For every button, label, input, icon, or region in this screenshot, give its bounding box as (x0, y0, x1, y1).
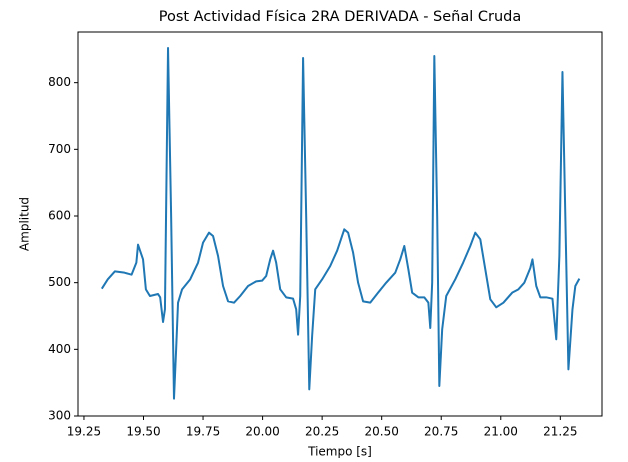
x-tick-label: 20.00 (245, 425, 279, 439)
y-tick-label: 700 (48, 142, 71, 156)
y-tick-label: 500 (48, 275, 71, 289)
x-tick-label: 20.75 (424, 425, 458, 439)
x-tick-label: 19.25 (67, 425, 101, 439)
x-axis-label: Tiempo [s] (307, 445, 372, 459)
x-tick-label: 20.50 (365, 425, 399, 439)
y-axis-label: Amplitud (18, 197, 32, 251)
x-tick-label: 20.25 (305, 425, 339, 439)
line (100, 47, 581, 400)
x-tick-label: 19.75 (186, 425, 220, 439)
y-tick-label: 600 (48, 209, 71, 223)
x-tick-label: 21.00 (484, 425, 518, 439)
plot-frame (77, 31, 603, 417)
x-tick-label: 21.25 (543, 425, 577, 439)
x-tick-label: 19.50 (126, 425, 160, 439)
y-tick-label: 800 (48, 75, 71, 89)
y-tick-label: 400 (48, 342, 71, 356)
chart-title: Post Actividad Física 2RA DERIVADA - Señ… (159, 9, 522, 25)
y-tick-label: 300 (48, 409, 71, 423)
